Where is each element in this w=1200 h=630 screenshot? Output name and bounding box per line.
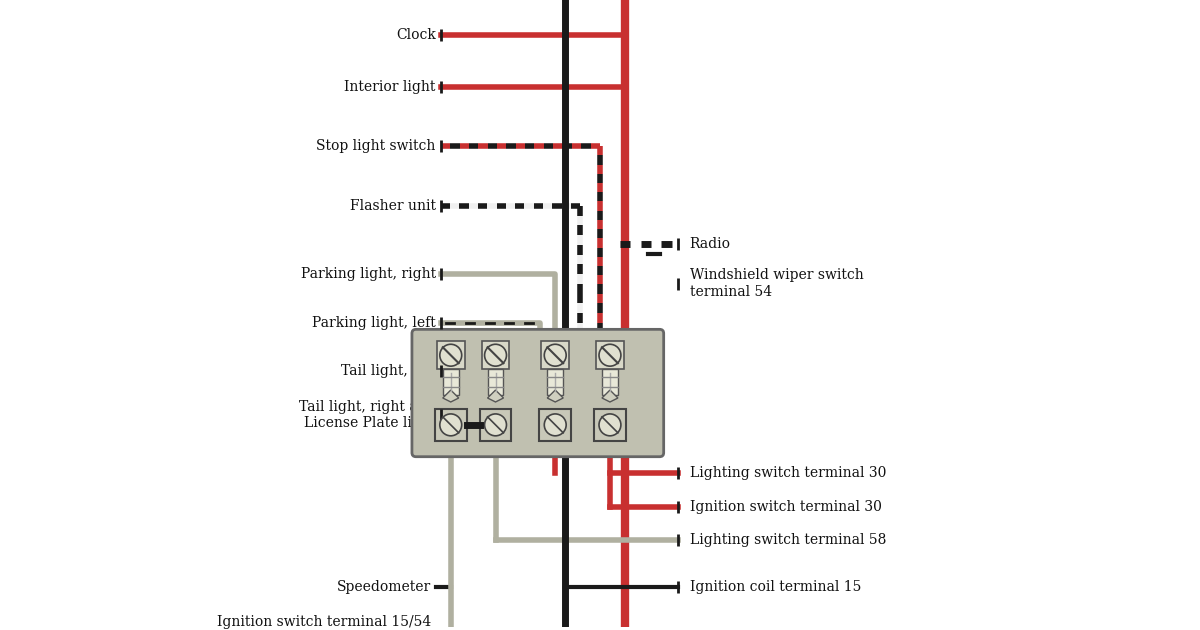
Text: Parking light, right: Parking light, right: [301, 266, 436, 280]
Text: Lighting switch terminal 58: Lighting switch terminal 58: [690, 533, 886, 547]
Bar: [480, 409, 511, 441]
Bar: [541, 341, 569, 369]
Bar: [539, 409, 571, 441]
Bar: [481, 341, 510, 369]
Text: Ignition coil terminal 15: Ignition coil terminal 15: [690, 580, 860, 594]
Bar: [602, 369, 618, 395]
Circle shape: [599, 414, 620, 436]
Text: Stop light switch: Stop light switch: [317, 139, 436, 153]
Text: Clock: Clock: [396, 28, 436, 42]
Circle shape: [485, 414, 506, 436]
Bar: [443, 369, 458, 395]
Circle shape: [545, 344, 566, 366]
Text: Tail light, right and
License Plate light: Tail light, right and License Plate ligh…: [299, 400, 436, 430]
FancyBboxPatch shape: [412, 329, 664, 457]
Text: Tail light, left: Tail light, left: [341, 364, 436, 378]
Text: Flasher unit: Flasher unit: [350, 199, 436, 213]
Circle shape: [485, 344, 506, 366]
Polygon shape: [547, 390, 563, 402]
Text: Radio: Radio: [690, 237, 731, 251]
Polygon shape: [602, 390, 618, 402]
Bar: [487, 369, 504, 395]
Circle shape: [545, 414, 566, 436]
Polygon shape: [443, 390, 458, 402]
Bar: [594, 409, 626, 441]
Polygon shape: [487, 390, 504, 402]
Text: Interior light: Interior light: [344, 79, 436, 94]
Circle shape: [440, 414, 462, 436]
Bar: [547, 369, 563, 395]
Bar: [434, 409, 467, 441]
Circle shape: [599, 344, 620, 366]
Bar: [596, 341, 624, 369]
Text: Speedometer: Speedometer: [336, 580, 431, 594]
Text: Lighting switch terminal 30: Lighting switch terminal 30: [690, 466, 886, 479]
Bar: [437, 341, 464, 369]
Text: Ignition switch terminal 30: Ignition switch terminal 30: [690, 500, 882, 515]
Text: Parking light, left: Parking light, left: [312, 316, 436, 330]
Text: Ignition switch terminal 15/54: Ignition switch terminal 15/54: [217, 615, 431, 629]
Text: Windshield wiper switch
terminal 54: Windshield wiper switch terminal 54: [690, 268, 863, 299]
Circle shape: [440, 344, 462, 366]
